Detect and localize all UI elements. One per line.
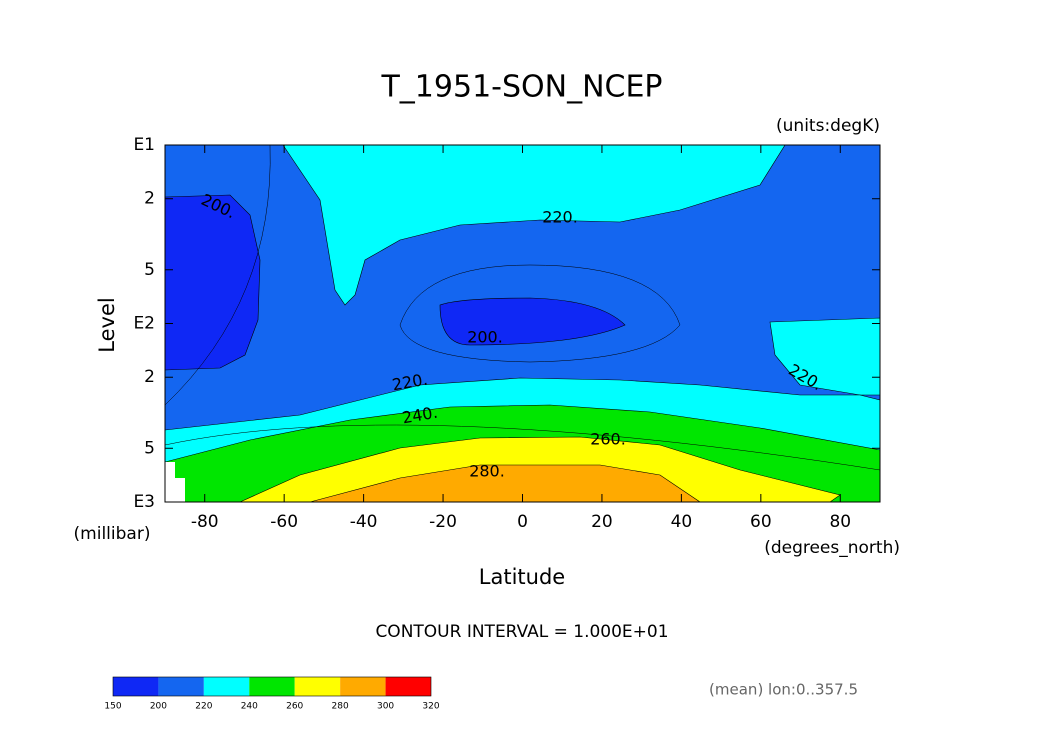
contour-label: 280. <box>469 462 505 481</box>
region <box>164 194 261 371</box>
colorbar-cell <box>113 677 159 696</box>
colorbar-label: 150 <box>104 702 121 712</box>
colorbar-label: 260 <box>286 702 303 712</box>
contour-label: 220. <box>542 208 578 227</box>
units-label: (units:degK) <box>776 116 880 136</box>
y-tick-label: 5 <box>144 260 155 280</box>
contour-interval: CONTOUR INTERVAL = 1.000E+01 <box>375 622 668 642</box>
colorbar-label: 220 <box>195 702 212 712</box>
plot-area <box>164 144 881 503</box>
y-tick-label: 5 <box>144 438 155 458</box>
colorbar-cell <box>340 677 386 696</box>
colorbar-frame <box>112 676 432 697</box>
x-tick-label: -40 <box>350 512 378 532</box>
missing-data <box>165 462 185 502</box>
y-tick-label: 2 <box>144 367 155 387</box>
colorbar-label: 300 <box>377 702 394 712</box>
colorbar-cell <box>294 677 341 696</box>
colorbar-label: 280 <box>332 702 349 712</box>
y-tick-label: E2 <box>133 314 155 334</box>
x-tick-label: -80 <box>191 512 219 532</box>
x-tick-label: 0 <box>517 512 528 532</box>
x-tick-label: -60 <box>270 512 298 532</box>
note: (mean) lon:0..357.5 <box>709 681 858 699</box>
y-tick-label: 2 <box>144 189 155 209</box>
colorbar-cell <box>249 677 295 696</box>
contour-line <box>164 144 881 471</box>
y-units-label: (millibar) <box>74 524 151 544</box>
colorbar-label: 320 <box>422 702 439 712</box>
colorbar-label: 200 <box>150 702 167 712</box>
colorbar-cell <box>385 677 431 696</box>
y-tick-label: E3 <box>133 492 155 512</box>
contour-label: 260. <box>590 430 626 449</box>
colorbar-label: 240 <box>241 702 258 712</box>
y-axis-label: Level <box>95 297 119 352</box>
region <box>439 297 626 346</box>
x-tick-label: 80 <box>829 512 851 532</box>
colorbar-cell <box>158 677 204 696</box>
x-tick-label: 60 <box>750 512 772 532</box>
contour-label: 200. <box>467 328 503 347</box>
y-tick-label: E1 <box>133 135 155 155</box>
colorbar-cell <box>203 677 250 696</box>
x-tick-label: 20 <box>591 512 613 532</box>
x-axis-label: Latitude <box>479 565 565 589</box>
x-units-label: (degrees_north) <box>764 538 900 558</box>
x-tick-label: -20 <box>429 512 457 532</box>
region <box>282 144 786 306</box>
chart-title: T_1951-SON_NCEP <box>380 70 662 105</box>
x-tick-label: 40 <box>671 512 693 532</box>
